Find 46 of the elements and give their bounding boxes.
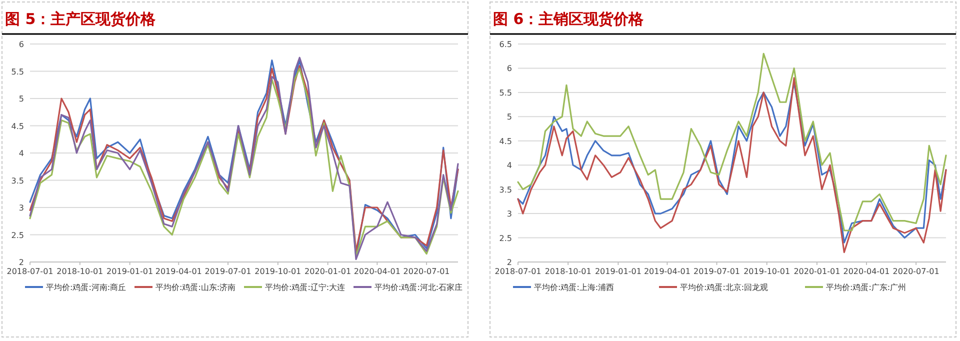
x-tick-label: 2020-04-01 xyxy=(354,267,400,276)
y-tick-label: 3 xyxy=(18,204,24,212)
y-tick-label: 6 xyxy=(18,40,24,49)
x-tick-label: 2019-04-01 xyxy=(155,267,202,276)
x-tick-label: 2020-01-01 xyxy=(794,267,840,276)
y-tick-label: 6 xyxy=(506,64,512,74)
legend-label: 平均价:鸡蛋:河南:商丘 xyxy=(46,283,126,292)
x-tick-label: 2019-04-01 xyxy=(644,267,690,276)
x-tick-label: 2020-07-01 xyxy=(892,267,940,276)
chart-title: 图 6：主销区现货价格 xyxy=(493,10,645,28)
y-tick-label: 3.5 xyxy=(499,185,512,194)
y-tick-label: 5.5 xyxy=(499,88,512,98)
x-tick-label: 2020-04-01 xyxy=(843,267,890,276)
y-tick-label: 4.5 xyxy=(499,136,512,146)
x-tick-label: 2019-01-01 xyxy=(594,267,642,276)
y-tick-label: 6.5 xyxy=(499,40,512,49)
legend-label: 平均价:鸡蛋:辽宁:大连 xyxy=(265,283,346,292)
legend-label: 平均价:鸡蛋:山东:济南 xyxy=(156,283,236,292)
x-tick-label: 2019-10-01 xyxy=(254,267,302,276)
x-tick-label: 2018-10-01 xyxy=(544,267,592,276)
y-tick-label: 4.5 xyxy=(11,122,24,131)
legend-label: 平均价:鸡蛋:广东:广州 xyxy=(826,283,906,292)
y-tick-label: 2.5 xyxy=(499,234,512,243)
legend-label: 平均价:鸡蛋:河北:石家庄 xyxy=(374,283,463,292)
y-tick-label: 4 xyxy=(506,161,512,170)
legend-label: 平均价:鸡蛋:上海:浦西 xyxy=(534,283,614,292)
x-tick-label: 2019-10-01 xyxy=(744,267,790,276)
x-tick-label: 2019-01-01 xyxy=(106,267,154,276)
x-tick-label: 2018-07-01 xyxy=(494,267,542,276)
y-tick-label: 5.5 xyxy=(11,67,24,76)
x-tick-label: 2018-10-01 xyxy=(56,267,104,276)
y-tick-label: 2 xyxy=(506,258,512,267)
x-tick-label: 2019-07-01 xyxy=(694,267,740,276)
y-tick-label: 3.5 xyxy=(11,176,24,186)
x-tick-label: 2020-07-01 xyxy=(403,267,450,276)
y-tick-label: 2 xyxy=(18,258,24,267)
x-tick-label: 2018-07-01 xyxy=(6,267,54,276)
legend-label: 平均价:鸡蛋:北京:回龙观 xyxy=(680,283,768,292)
chart-title: 图 5：主产区现货价格 xyxy=(5,10,157,28)
y-tick-label: 2.5 xyxy=(11,230,24,240)
x-tick-label: 2019-07-01 xyxy=(204,267,252,276)
y-tick-label: 4 xyxy=(18,149,24,158)
y-tick-label: 5 xyxy=(506,112,512,122)
y-tick-label: 3 xyxy=(506,210,512,219)
y-tick-label: 5 xyxy=(18,94,24,104)
x-tick-label: 2020-01-01 xyxy=(304,267,352,276)
